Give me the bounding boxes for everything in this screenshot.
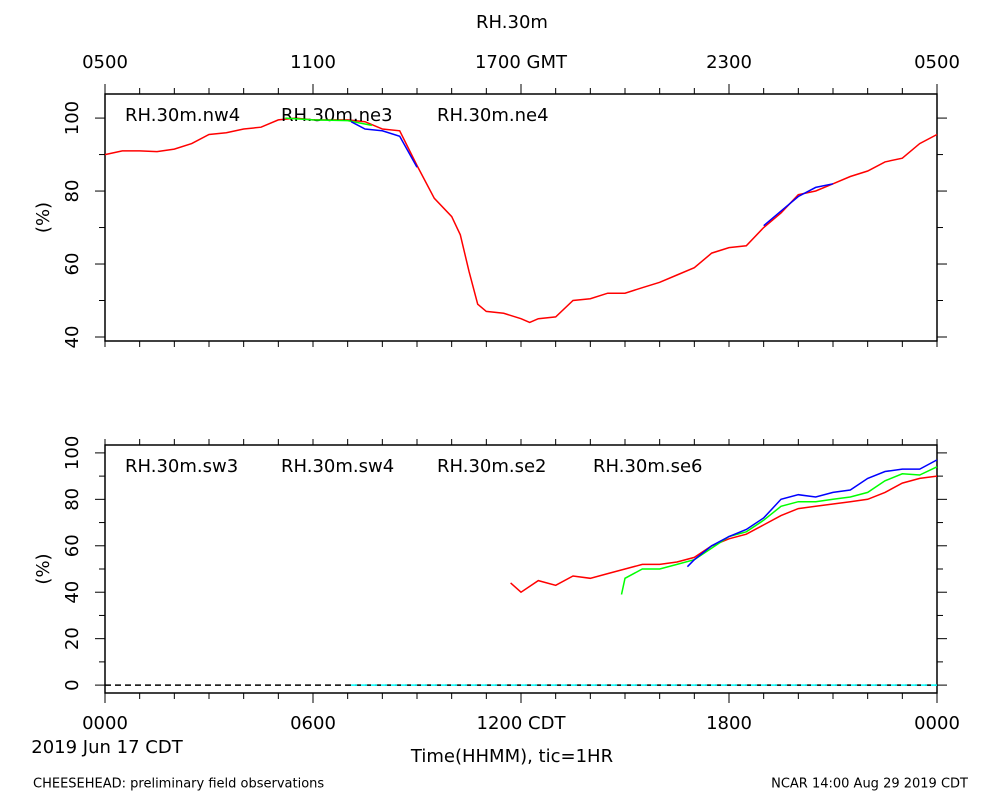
legend-entry: RH.30m.nw4 [125, 105, 240, 126]
y-tick-label: 80 [62, 180, 83, 203]
legend-entry: RH.30m.se2 [437, 456, 547, 477]
y-tick-label: 100 [62, 436, 83, 470]
legend-entry: RH.30m.sw4 [281, 456, 394, 477]
y-tick-label: 40 [62, 326, 83, 349]
plot-frame [104, 93, 938, 342]
y-tick-label: 20 [62, 627, 83, 650]
y-tick-label: 100 [62, 101, 83, 135]
x2-tick-label: 0500 [82, 52, 128, 73]
chart-title: RH.30m [476, 12, 548, 33]
legend-entry: RH.30m.sw3 [125, 456, 238, 477]
series-line [620, 466, 938, 595]
legend-entry: RH.30m.se6 [593, 456, 703, 477]
y-tick-label: 60 [62, 253, 83, 276]
y-tick-label: 60 [62, 534, 83, 557]
y-tick-label: 0 [62, 679, 83, 690]
date-label: 2019 Jun 17 CDT [31, 737, 183, 758]
x-tick-label: 1800 [706, 713, 752, 734]
y-axis-label: (%) [33, 202, 54, 233]
x-tick-label: 1200 CDT [477, 713, 567, 734]
series-line [686, 459, 938, 568]
x-tick-label: 0000 [914, 713, 960, 734]
legend-entry: RH.30m.ne3 [281, 105, 393, 126]
x2-tick-label: 1100 [290, 52, 336, 73]
series-line [350, 121, 834, 227]
x-tick-label: 0000 [82, 713, 128, 734]
y-axis-label: (%) [33, 553, 54, 584]
x2-tick-label: 1700 GMT [475, 52, 568, 73]
footer-right: NCAR 14:00 Aug 29 2019 CDT [771, 777, 968, 792]
series-line [285, 117, 373, 127]
x-tick-label: 0600 [290, 713, 336, 734]
plot-frame [104, 444, 938, 694]
series-line [104, 117, 938, 324]
x-axis-label: Time(HHMM), tic=1HR [410, 746, 613, 767]
legend-entry: RH.30m.ne4 [437, 105, 549, 126]
footer-left: CHEESEHEAD: preliminary field observatio… [33, 777, 324, 792]
series-line [510, 475, 938, 594]
y-tick-label: 40 [62, 581, 83, 604]
x2-tick-label: 2300 [706, 52, 752, 73]
x2-tick-label: 0500 [914, 52, 960, 73]
y-tick-label: 80 [62, 488, 83, 511]
